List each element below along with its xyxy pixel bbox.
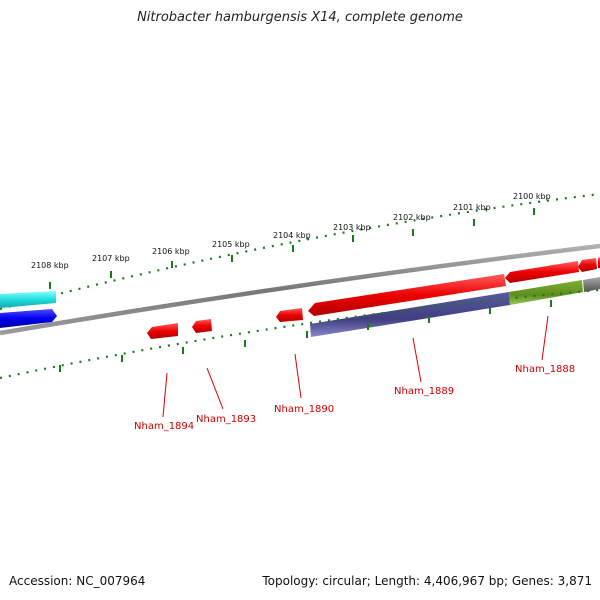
tick-label: 2102 kbp xyxy=(393,213,431,222)
inner-tick-arc xyxy=(0,288,600,380)
gene-red-right xyxy=(505,261,579,283)
gene-nham-1889 xyxy=(310,292,510,337)
tick-label: 2101 kbp xyxy=(453,203,491,212)
tick-label: 2104 kbp xyxy=(273,231,311,240)
gene-cyan xyxy=(0,291,56,308)
reverse-strand-features xyxy=(0,277,600,339)
tick-label: 2107 kbp xyxy=(92,254,130,263)
gene-red-long xyxy=(308,274,506,316)
tick-labels: 2108 kbp 2107 kbp 2106 kbp 2105 kbp 2104… xyxy=(31,192,551,270)
inner-major-ticks xyxy=(59,300,552,372)
gene-nham-1893 xyxy=(192,319,212,333)
gene-red-small xyxy=(578,258,597,272)
gene-label: Nham_1888 xyxy=(515,364,575,375)
tick-label: 2108 kbp xyxy=(31,261,69,270)
gene-nham-1890 xyxy=(276,308,303,322)
genome-summary: Topology: circular; Length: 4,406,967 bp… xyxy=(262,574,592,588)
gene-label: Nham_1890 xyxy=(274,404,334,415)
forward-strand-features xyxy=(0,257,600,316)
tick-label: 2106 kbp xyxy=(152,247,190,256)
genome-backbone xyxy=(0,243,600,336)
gene-label: Nham_1889 xyxy=(394,386,454,397)
gene-labels: Nham_1894 Nham_1893 Nham_1890 Nham_1889 … xyxy=(134,364,575,432)
tick-label: 2103 kbp xyxy=(333,223,371,232)
gene-label-leaders xyxy=(162,315,549,418)
gene-gray xyxy=(583,277,600,292)
gene-nham-1894 xyxy=(147,323,178,339)
gene-nham-1888 xyxy=(509,280,583,305)
outer-tick-arc xyxy=(0,192,600,311)
map-title: Nitrobacter hamburgensis X14, complete g… xyxy=(137,10,463,25)
tick-label: 2100 kbp xyxy=(513,192,551,201)
tick-label: 2105 kbp xyxy=(212,240,250,249)
accession-label: Accession: NC_007964 xyxy=(9,574,146,588)
outer-major-ticks xyxy=(49,208,535,289)
gene-blue xyxy=(0,309,57,328)
gene-label: Nham_1893 xyxy=(196,414,256,425)
gene-label: Nham_1894 xyxy=(134,421,194,432)
